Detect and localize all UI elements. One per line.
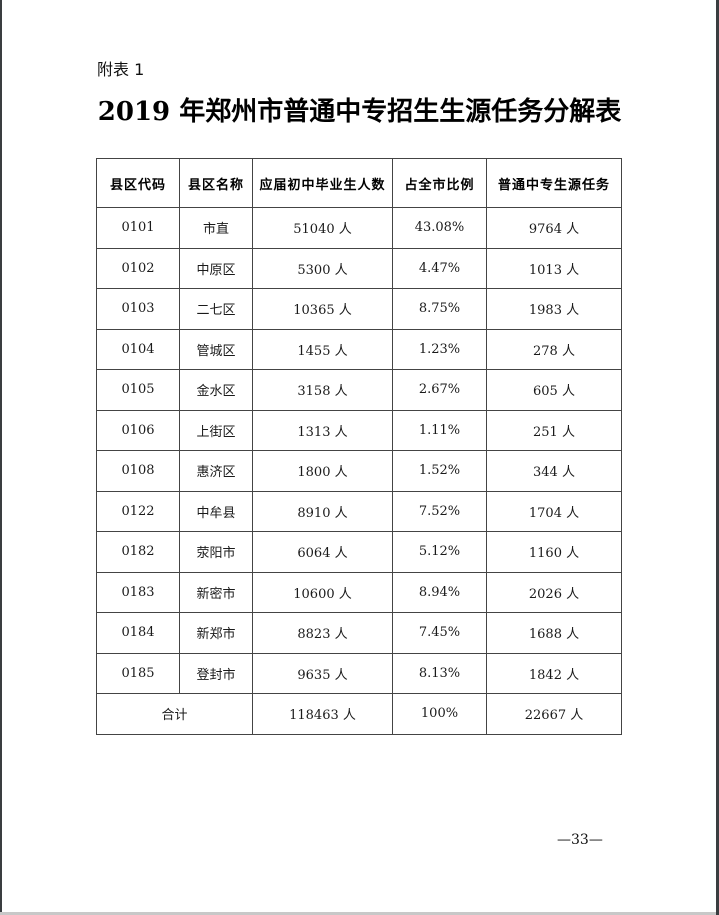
cell-graduates: 10365 人 <box>252 288 393 330</box>
cell-name: 新密市 <box>179 571 253 613</box>
cell-task: 9764 人 <box>486 207 622 249</box>
cell-code: 0101 <box>96 207 180 249</box>
cell-ratio: 7.45% <box>392 612 487 654</box>
header-task: 普通中专生源任务 <box>486 158 622 208</box>
cell-code: 0185 <box>96 652 180 694</box>
cell-name: 登封市 <box>179 652 253 694</box>
enrollment-task-table: 县区代码 县区名称 应届初中毕业生人数 占全市比例 普通中专生源任务 0101 … <box>96 158 622 735</box>
table-row: 0182 荥阳市 6064 人 5.12% 1160 人 <box>96 531 622 573</box>
cell-task: 1983 人 <box>486 288 622 330</box>
cell-code: 0106 <box>96 409 180 451</box>
cell-graduates: 1800 人 <box>252 450 393 492</box>
cell-name: 金水区 <box>179 369 253 411</box>
cell-task: 1704 人 <box>486 490 622 532</box>
cell-ratio: 1.52% <box>392 450 487 492</box>
cell-ratio: 5.12% <box>392 531 487 573</box>
cell-graduates: 8910 人 <box>252 490 393 532</box>
page-border-right <box>716 0 719 915</box>
table-row: 0183 新密市 10600 人 8.94% 2026 人 <box>96 571 622 613</box>
header-county-code: 县区代码 <box>96 158 180 208</box>
cell-name: 管城区 <box>179 328 253 370</box>
cell-graduates: 3158 人 <box>252 369 393 411</box>
page-number: —33— <box>557 832 603 848</box>
cell-graduates: 51040 人 <box>252 207 393 249</box>
cell-ratio: 1.23% <box>392 328 487 370</box>
cell-ratio: 8.94% <box>392 571 487 613</box>
cell-ratio: 7.52% <box>392 490 487 532</box>
cell-graduates: 8823 人 <box>252 612 393 654</box>
table-row: 0103 二七区 10365 人 8.75% 1983 人 <box>96 288 622 330</box>
table-row: 0106 上街区 1313 人 1.11% 251 人 <box>96 409 622 451</box>
cell-task: 1013 人 <box>486 247 622 289</box>
table-row: 0104 管城区 1455 人 1.23% 278 人 <box>96 328 622 370</box>
cell-ratio: 8.75% <box>392 288 487 330</box>
table-row: 0122 中牟县 8910 人 7.52% 1704 人 <box>96 490 622 532</box>
cell-total-ratio: 100% <box>392 693 487 735</box>
document-title: 2019 年郑州市普通中专招生生源任务分解表 <box>97 97 622 127</box>
table-row: 0184 新郑市 8823 人 7.45% 1688 人 <box>96 612 622 654</box>
header-ratio: 占全市比例 <box>392 158 487 208</box>
table-row: 0102 中原区 5300 人 4.47% 1013 人 <box>96 247 622 289</box>
cell-task: 1688 人 <box>486 612 622 654</box>
cell-task: 2026 人 <box>486 571 622 613</box>
cell-task: 251 人 <box>486 409 622 451</box>
cell-graduates: 5300 人 <box>252 247 393 289</box>
table-header-row: 县区代码 县区名称 应届初中毕业生人数 占全市比例 普通中专生源任务 <box>96 158 622 208</box>
table-total-row: 合计 118463 人 100% 22667 人 <box>96 693 622 735</box>
cell-graduates: 1455 人 <box>252 328 393 370</box>
table-row: 0105 金水区 3158 人 2.67% 605 人 <box>96 369 622 411</box>
cell-graduates: 10600 人 <box>252 571 393 613</box>
cell-name: 荥阳市 <box>179 531 253 573</box>
cell-name: 二七区 <box>179 288 253 330</box>
table-row: 0101 市直 51040 人 43.08% 9764 人 <box>96 207 622 249</box>
cell-total-label: 合计 <box>96 693 253 735</box>
cell-name: 中原区 <box>179 247 253 289</box>
cell-ratio: 1.11% <box>392 409 487 451</box>
cell-ratio: 4.47% <box>392 247 487 289</box>
cell-name: 惠济区 <box>179 450 253 492</box>
header-county-name: 县区名称 <box>179 158 253 208</box>
cell-task: 1842 人 <box>486 652 622 694</box>
cell-task: 344 人 <box>486 450 622 492</box>
cell-task: 605 人 <box>486 369 622 411</box>
table-row: 0108 惠济区 1800 人 1.52% 344 人 <box>96 450 622 492</box>
cell-name: 上街区 <box>179 409 253 451</box>
cell-ratio: 2.67% <box>392 369 487 411</box>
cell-total-graduates: 118463 人 <box>252 693 393 735</box>
cell-graduates: 6064 人 <box>252 531 393 573</box>
cell-name: 新郑市 <box>179 612 253 654</box>
cell-name: 中牟县 <box>179 490 253 532</box>
cell-code: 0183 <box>96 571 180 613</box>
page-border-left <box>0 0 2 913</box>
cell-code: 0102 <box>96 247 180 289</box>
cell-total-task: 22667 人 <box>486 693 622 735</box>
cell-code: 0104 <box>96 328 180 370</box>
cell-code: 0108 <box>96 450 180 492</box>
cell-code: 0105 <box>96 369 180 411</box>
page-border-bottom <box>0 912 716 915</box>
cell-ratio: 8.13% <box>392 652 487 694</box>
cell-graduates: 1313 人 <box>252 409 393 451</box>
appendix-label: 附表 1 <box>97 60 145 79</box>
cell-ratio: 43.08% <box>392 207 487 249</box>
cell-graduates: 9635 人 <box>252 652 393 694</box>
cell-task: 1160 人 <box>486 531 622 573</box>
cell-code: 0182 <box>96 531 180 573</box>
cell-code: 0184 <box>96 612 180 654</box>
cell-code: 0103 <box>96 288 180 330</box>
cell-name: 市直 <box>179 207 253 249</box>
table-row: 0185 登封市 9635 人 8.13% 1842 人 <box>96 652 622 694</box>
cell-task: 278 人 <box>486 328 622 370</box>
header-graduates: 应届初中毕业生人数 <box>252 158 393 208</box>
cell-code: 0122 <box>96 490 180 532</box>
